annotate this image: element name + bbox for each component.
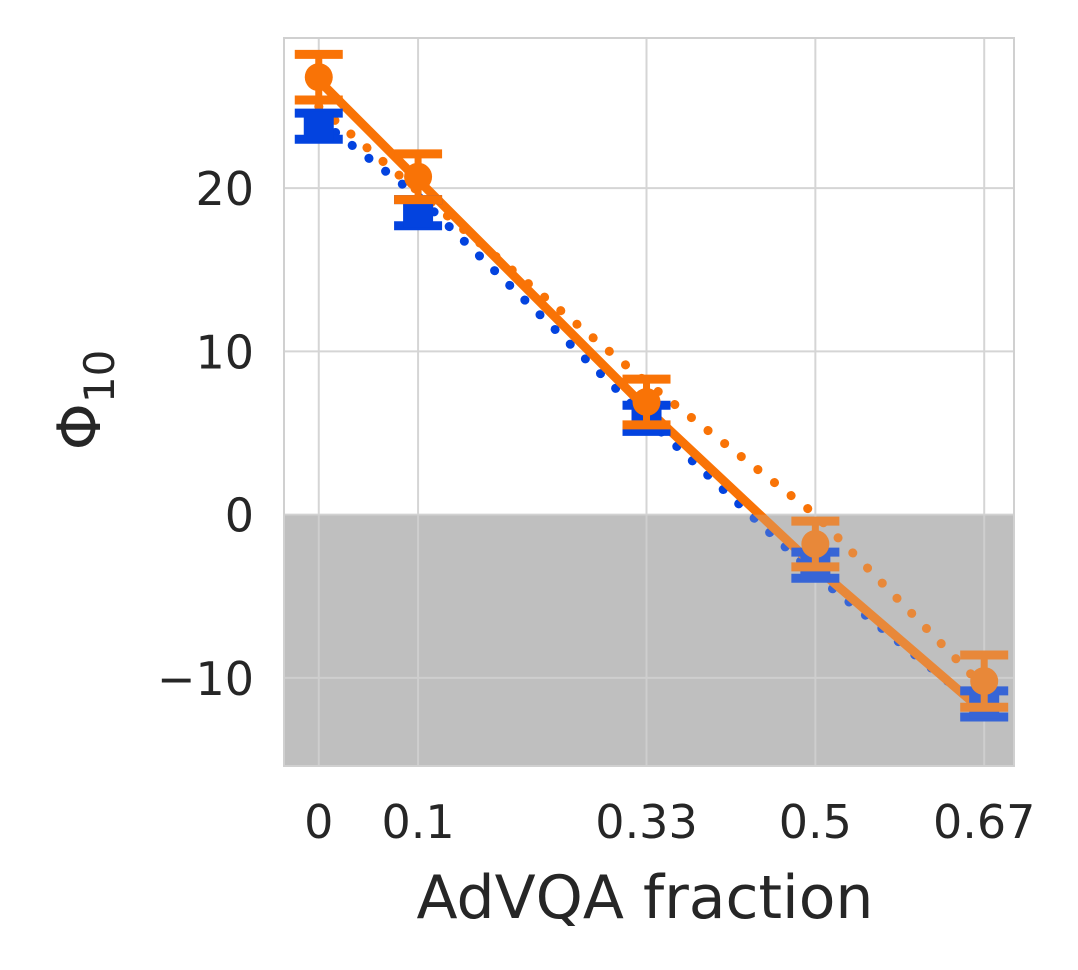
- y-axis-title-subscript: 10: [75, 350, 124, 403]
- x-tick-label: 0.33: [595, 795, 697, 849]
- shaded-negative-region: [284, 514, 1014, 766]
- series-line-orange-dotted: [314, 102, 989, 693]
- y-axis-title: Φ10: [45, 350, 124, 451]
- x-tick-label: 0.67: [933, 795, 1035, 849]
- y-axis-title-symbol: Φ: [45, 403, 115, 450]
- shaded-region-overlay: [284, 514, 1014, 766]
- data-point: [404, 162, 433, 191]
- x-axis-title: AdVQA fraction: [417, 863, 874, 933]
- data-point: [303, 111, 334, 142]
- x-tick-label: 0.5: [779, 795, 852, 849]
- y-tick-label: 20: [195, 162, 254, 216]
- y-tick-label: 0: [225, 489, 254, 543]
- y-tick-label: −10: [157, 652, 254, 706]
- data-point: [801, 530, 830, 559]
- y-tick-label: 10: [195, 325, 254, 379]
- x-tick-label: 0.1: [382, 795, 455, 849]
- data-point: [970, 667, 999, 696]
- x-tick-label: 0: [304, 795, 333, 849]
- plot-frame: [283, 37, 1015, 767]
- data-point: [304, 63, 333, 92]
- data-point: [632, 388, 661, 416]
